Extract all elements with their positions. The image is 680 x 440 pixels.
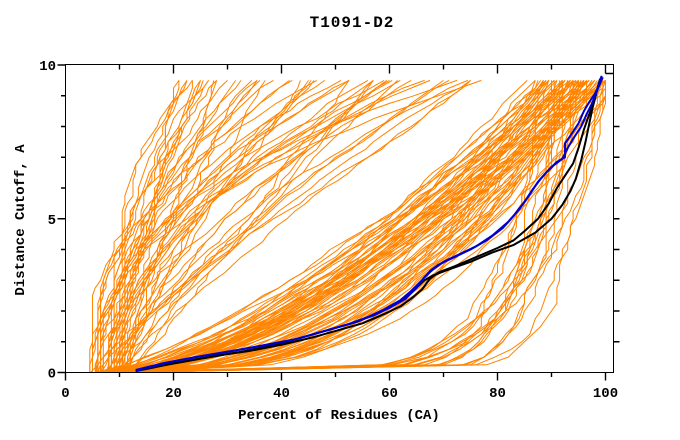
chart-title: T1091-D2	[310, 14, 395, 32]
model-curve	[108, 80, 582, 373]
model-curve	[128, 80, 471, 373]
model-curve	[130, 80, 604, 373]
highlight-curves-layer	[135, 75, 604, 372]
model-curve	[113, 80, 201, 373]
model-curve	[132, 80, 566, 373]
model-curve	[130, 80, 574, 373]
model-curve	[129, 80, 374, 373]
model-curve	[105, 80, 552, 373]
model-curve	[143, 80, 590, 373]
model-curve	[100, 80, 309, 373]
model-curve	[130, 80, 547, 373]
y-tick-label: 10	[39, 59, 56, 75]
model-curve	[143, 80, 550, 373]
ensemble-curves-layer	[89, 79, 606, 373]
model-curve	[116, 80, 180, 373]
x-tick-label: 80	[489, 386, 506, 402]
model-curve	[141, 80, 566, 373]
model-curve	[92, 79, 317, 373]
model-curve	[132, 80, 574, 373]
model-curve	[102, 79, 293, 373]
model-curve	[108, 80, 398, 373]
model-curve	[136, 80, 606, 373]
axes-layer: 0 20 40 60 80 100 0 5 10	[39, 59, 620, 402]
model-curve	[96, 80, 561, 373]
x-axis-label: Percent of Residues (CA)	[238, 408, 440, 424]
model-curve	[136, 80, 606, 373]
model-curve	[89, 80, 218, 373]
model-curve	[108, 79, 401, 373]
model-curve	[108, 80, 193, 373]
model-curve	[111, 80, 547, 373]
x-tick-label: 20	[165, 386, 182, 402]
model-curve	[132, 80, 571, 373]
model-curve	[97, 80, 593, 373]
highlight-blue-2	[135, 76, 604, 372]
x-tick-label: 60	[381, 386, 398, 402]
y-tick-label: 0	[48, 367, 56, 383]
model-curve	[122, 80, 555, 373]
x-tick-label: 100	[593, 386, 618, 402]
model-curve	[105, 79, 471, 373]
model-curve	[124, 80, 571, 373]
model-curve	[116, 80, 258, 373]
model-curve	[105, 79, 444, 373]
y-axis-label: Distance Cutoff, A	[13, 144, 29, 296]
model-curve	[116, 80, 253, 373]
model-curve	[100, 79, 577, 373]
model-curve	[149, 79, 606, 373]
model-curve	[89, 79, 482, 373]
model-curve	[116, 80, 582, 373]
model-curve	[143, 80, 601, 373]
model-curve	[108, 80, 588, 373]
model-curve	[119, 80, 606, 373]
model-curve	[127, 80, 550, 373]
x-tick-label: 40	[273, 386, 290, 402]
model-curve	[138, 80, 563, 373]
model-curve	[122, 79, 425, 373]
x-tick-label: 0	[61, 386, 69, 402]
model-curve	[133, 80, 563, 373]
model-curve	[100, 80, 193, 373]
model-curve	[97, 79, 458, 373]
model-curve	[108, 80, 242, 373]
model-curve	[98, 80, 563, 373]
model-curve	[116, 80, 606, 373]
model-curve	[118, 80, 552, 373]
model-curve	[116, 80, 574, 373]
model-curve	[95, 79, 412, 373]
model-curve	[122, 80, 593, 373]
model-curve	[95, 80, 555, 373]
axis-ticks	[57, 64, 620, 381]
model-curve	[103, 80, 555, 373]
model-curve	[113, 79, 431, 373]
model-curve	[121, 80, 215, 373]
y-tick-label: 5	[48, 213, 56, 229]
highlight-black-2	[135, 77, 603, 372]
model-curve	[119, 79, 374, 373]
